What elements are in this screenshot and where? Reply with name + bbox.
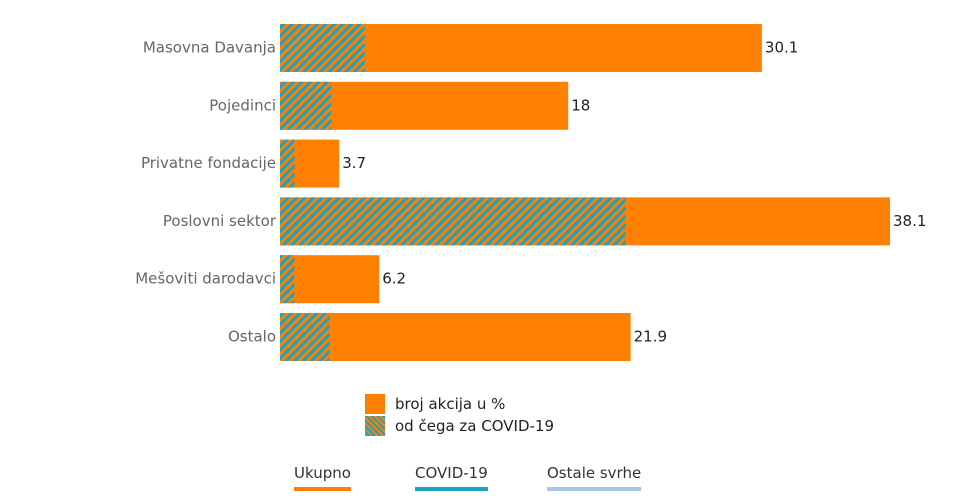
tab-ukupno[interactable]: Ukupno xyxy=(294,464,351,491)
bar-covid-mesoviti-darodavci[interactable] xyxy=(280,255,295,304)
legend-label-covid: od čega za COVID-19 xyxy=(395,417,555,435)
category-label-poslovni-sektor: Poslovni sektor xyxy=(163,212,277,230)
tab-ukupno-label: Ukupno xyxy=(294,464,351,482)
bar-total-mesoviti-darodavci[interactable] xyxy=(280,255,380,304)
bar-covid-pojedinci[interactable] xyxy=(280,81,332,130)
legend-item-total: broj akcija u % xyxy=(365,394,554,414)
category-label-pojedinci: Pojedinci xyxy=(209,96,276,114)
tab-ukupno-underline xyxy=(294,487,351,491)
bar-covid-masovna-davanja[interactable] xyxy=(280,24,365,72)
tab-ostale-svrhe-label: Ostale svrhe xyxy=(547,464,642,482)
value-label-mesoviti-darodavci: 6.2 xyxy=(382,270,406,288)
legend-label-total: broj akcija u % xyxy=(395,395,506,413)
tab-covid-19-label: COVID-19 xyxy=(415,464,488,482)
value-label-ostalo: 21.9 xyxy=(634,328,667,346)
bar-covid-ostalo[interactable] xyxy=(280,313,330,361)
bar-covid-privatne-fondacije[interactable] xyxy=(280,139,295,188)
value-label-poslovni-sektor: 38.1 xyxy=(893,212,926,230)
view-tabs: Ukupno COVID-19 Ostale svrhe xyxy=(0,464,960,494)
value-label-pojedinci: 18 xyxy=(571,96,590,114)
category-label-privatne-fondacije: Privatne fondacije xyxy=(141,154,276,172)
category-label-mesoviti-darodavci: Mešoviti darodavci xyxy=(135,270,276,288)
legend-item-covid: od čega za COVID-19 xyxy=(365,416,554,436)
value-label-privatne-fondacije: 3.7 xyxy=(342,154,366,172)
tab-covid-19[interactable]: COVID-19 xyxy=(415,464,488,491)
legend-swatch-total xyxy=(365,394,385,414)
category-label-masovna-davanja: Masovna Davanja xyxy=(143,39,276,57)
bar-total-ostalo[interactable] xyxy=(280,313,631,361)
tab-ostale-svrhe-underline xyxy=(547,487,642,491)
category-label-ostalo: Ostalo xyxy=(228,328,276,346)
tab-covid-19-underline xyxy=(415,487,488,491)
tab-ostale-svrhe[interactable]: Ostale svrhe xyxy=(547,464,642,491)
legend-swatch-covid xyxy=(365,416,385,436)
bar-chart: Masovna Davanja 30.1 Pojedinci 18 Privatne f… xyxy=(135,24,926,361)
bar-covid-poslovni-sektor[interactable] xyxy=(280,197,626,246)
chart-legend: broj akcija u % od čega za COVID-19 xyxy=(365,394,554,438)
value-label-masovna-davanja: 30.1 xyxy=(765,39,798,57)
